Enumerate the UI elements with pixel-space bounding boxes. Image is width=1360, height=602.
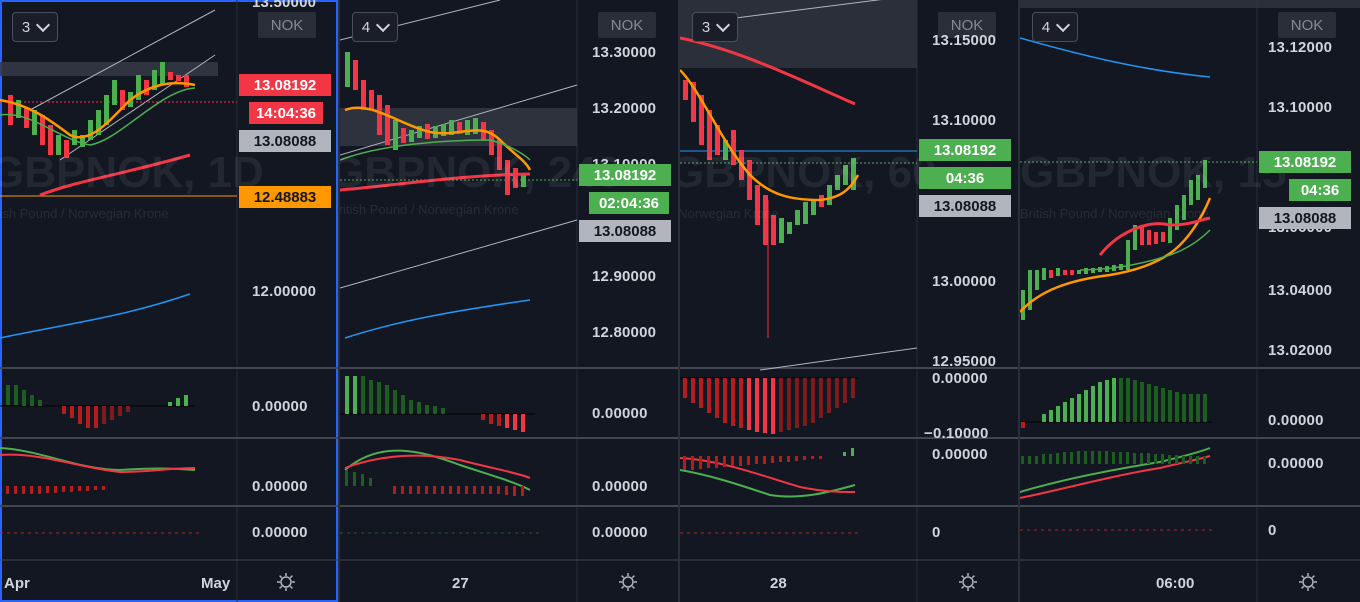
gear-icon[interactable] bbox=[618, 572, 638, 592]
indicator-scale-label: 0.00000 bbox=[592, 405, 648, 422]
chevron-down-icon bbox=[1056, 17, 1071, 32]
price-scale-label: 13.20000 bbox=[592, 100, 657, 117]
price-scale-label: 13.10000 bbox=[932, 112, 997, 129]
prev-close-tag: 13.08088 bbox=[1259, 207, 1351, 229]
price-scale-label: 13.10000 bbox=[1268, 99, 1333, 116]
chart-pane-4[interactable]: GBPNOK, 15 British Pound / Norwegian Kro… bbox=[1020, 0, 1360, 602]
indicator-scale-label: 0.00000 bbox=[252, 524, 308, 541]
indicator-scale-label: 0 bbox=[932, 524, 941, 541]
last-price-tag: 13.08192 bbox=[239, 74, 331, 96]
symbol-description: British Pound / Norwegian Krone bbox=[0, 206, 169, 221]
chart-canvas-2[interactable] bbox=[340, 0, 678, 602]
price-scale-label: 13.15000 bbox=[932, 32, 997, 49]
symbol-watermark: GBPNOK, 240 bbox=[340, 148, 621, 197]
currency-label[interactable]: NOK bbox=[1278, 12, 1336, 38]
layout-dropdown-button[interactable]: 3 bbox=[692, 12, 738, 42]
gear-icon[interactable] bbox=[1298, 572, 1318, 592]
countdown-tag: 04:36 bbox=[919, 167, 1011, 189]
chart-canvas-4[interactable] bbox=[1020, 0, 1360, 602]
price-scale-label: 13.12000 bbox=[1268, 39, 1333, 56]
indicator-scale-label: 0.00000 bbox=[932, 370, 988, 387]
indicator-scale-label: 0.00000 bbox=[252, 398, 308, 415]
indicator-scale-label: 0.00000 bbox=[592, 524, 648, 541]
currency-label[interactable]: NOK bbox=[598, 12, 656, 38]
chart-canvas-1[interactable] bbox=[0, 0, 338, 602]
last-price-tag: 13.08192 bbox=[579, 164, 671, 186]
symbol-watermark: GBPNOK, 60 bbox=[680, 148, 937, 197]
chart-pane-3[interactable]: GBPNOK, 60 British Pound / Norwegian Kro… bbox=[680, 0, 1018, 602]
price-scale-label: 13.00000 bbox=[932, 273, 997, 290]
layout-dropdown-button[interactable]: 4 bbox=[1032, 12, 1078, 42]
chart-pane-2[interactable]: GBPNOK, 240 British Pound / Norwegian Kr… bbox=[340, 0, 678, 602]
pane-separator[interactable] bbox=[1018, 0, 1020, 602]
price-scale-label: 13.50000 bbox=[252, 0, 317, 11]
symbol-description: British Pound / Norwegian Krone bbox=[1020, 206, 1209, 221]
time-axis-label: 27 bbox=[452, 575, 469, 592]
time-axis-label: 06:00 bbox=[1156, 575, 1195, 592]
currency-label[interactable]: NOK bbox=[938, 12, 996, 38]
indicator-scale-label: 0.00000 bbox=[932, 446, 988, 463]
layout-dropdown-button[interactable]: 3 bbox=[12, 12, 58, 42]
chevron-down-icon bbox=[376, 17, 391, 32]
chevron-down-icon bbox=[36, 17, 51, 32]
chart-pane-1[interactable]: GBPNOK, 1D British Pound / Norwegian Kro… bbox=[0, 0, 338, 602]
moving-average-tag: 12.48883 bbox=[239, 186, 331, 208]
layout-dropdown-button[interactable]: 4 bbox=[352, 12, 398, 42]
indicator-scale-label: 0.00000 bbox=[1268, 412, 1324, 429]
pane-separator[interactable] bbox=[678, 0, 680, 602]
chevron-down-icon bbox=[716, 17, 731, 32]
pane-separator[interactable] bbox=[338, 0, 340, 602]
price-scale-label: 13.30000 bbox=[592, 44, 657, 61]
countdown-tag: 04:36 bbox=[1289, 179, 1351, 201]
last-price-tag: 13.08192 bbox=[1259, 151, 1351, 173]
time-axis-label: May bbox=[201, 575, 231, 592]
candles-1 bbox=[8, 62, 189, 158]
price-scale-label: 12.95000 bbox=[932, 353, 997, 370]
time-axis-label: 28 bbox=[770, 575, 787, 592]
symbol-description: British Pound / Norwegian Krone bbox=[680, 206, 779, 221]
indicator-scale-label: 0.00000 bbox=[592, 478, 648, 495]
price-scale-label: 12.90000 bbox=[592, 268, 657, 285]
prev-close-tag: 13.08088 bbox=[919, 195, 1011, 217]
indicator-scale-label: −0.10000 bbox=[924, 425, 989, 442]
last-price-tag: 13.08192 bbox=[919, 139, 1011, 161]
gear-icon[interactable] bbox=[276, 572, 296, 592]
price-scale-label: 12.00000 bbox=[252, 283, 317, 300]
symbol-description: British Pound / Norwegian Krone bbox=[340, 202, 519, 217]
price-scale-label: 12.80000 bbox=[592, 324, 657, 341]
price-scale-label: 13.02000 bbox=[1268, 342, 1333, 359]
countdown-tag: 14:04:36 bbox=[249, 102, 323, 124]
time-axis-label: Apr bbox=[4, 575, 30, 592]
price-scale-label: 13.04000 bbox=[1268, 282, 1333, 299]
indicator-scale-label: 0.00000 bbox=[252, 478, 308, 495]
countdown-tag: 02:04:36 bbox=[589, 192, 669, 214]
gear-icon[interactable] bbox=[958, 572, 978, 592]
symbol-watermark: GBPNOK, 15 bbox=[1020, 148, 1287, 197]
indicator-scale-label: 0 bbox=[1268, 522, 1277, 539]
indicator-scale-label: 0.00000 bbox=[1268, 455, 1324, 472]
symbol-watermark: GBPNOK, 1D bbox=[0, 148, 264, 197]
chart-canvas-3[interactable] bbox=[680, 0, 1018, 602]
currency-label[interactable]: NOK bbox=[258, 12, 316, 38]
prev-close-tag: 13.08088 bbox=[579, 220, 671, 242]
prev-close-tag: 13.08088 bbox=[239, 130, 331, 152]
